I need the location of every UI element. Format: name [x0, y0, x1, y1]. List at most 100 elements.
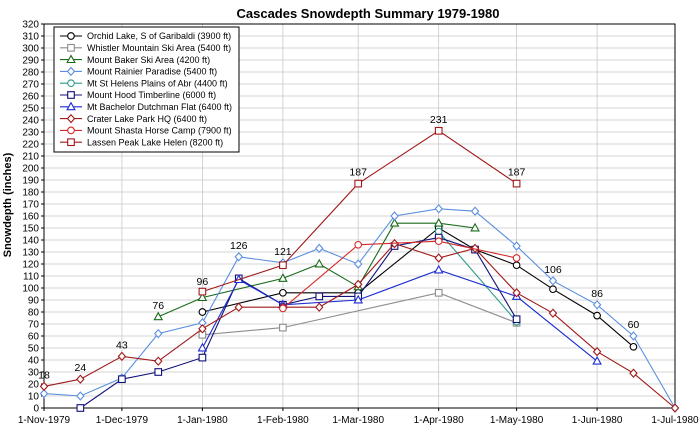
legend-swatch-marker [66, 66, 76, 77]
legend-swatch-marker [67, 91, 75, 99]
data-point [592, 300, 602, 310]
series-9 [279, 237, 521, 313]
data-point [433, 217, 444, 227]
data-point [512, 254, 521, 262]
x-tick-label: 1-Jun-1980 [572, 415, 623, 426]
data-point [434, 253, 443, 263]
y-tick-label: 0 [33, 404, 39, 415]
data-labels: 18 24 43 76 96 126 121 187 231 187 106 86 60 [38, 114, 639, 382]
series-line [43, 208, 676, 409]
series-line [43, 242, 676, 409]
legend-swatch-marker [67, 79, 75, 88]
data-point [548, 308, 558, 318]
data-label: 18 [38, 369, 50, 381]
legend-swatch-marker [66, 101, 76, 111]
series-4 [39, 204, 680, 413]
series-10 [198, 126, 521, 296]
y-tick-label: 200 [22, 164, 39, 175]
y-tick-label: 210 [22, 152, 39, 163]
data-point [390, 211, 399, 221]
data-point [76, 391, 85, 401]
data-point [315, 302, 324, 312]
data-point [76, 404, 85, 412]
legend-label: Mt Bachelor Dutchman Flat (6400 ft) [87, 102, 232, 112]
y-tick-label: 60 [28, 332, 40, 343]
legend-label: Mount Shasta Horse Camp (7900 ft) [87, 126, 232, 136]
data-point [197, 292, 208, 302]
data-point [39, 381, 49, 392]
data-point [470, 243, 480, 254]
y-tick-label: 160 [22, 212, 39, 223]
data-point [278, 273, 288, 282]
y-tick-label: 260 [22, 92, 39, 103]
series-line [438, 231, 518, 322]
y-axis-label: Snowdepth (inches) [2, 152, 14, 257]
y-tick-label: 180 [22, 188, 39, 199]
data-label: 126 [230, 240, 248, 252]
data-point [434, 126, 443, 135]
data-point [629, 368, 638, 378]
y-tick-label: 190 [22, 176, 39, 187]
legend-item: Lassen Peak Lake Helen (8200 ft) [60, 137, 223, 147]
data-point [154, 328, 163, 339]
data-point [314, 258, 325, 268]
chart-title: Cascades Snowdepth Summary 1979-1980 [236, 6, 499, 21]
y-tick-label: 320 [22, 20, 39, 31]
x-tick-label: 1-May-1980 [490, 415, 544, 426]
legend-swatch-marker [67, 138, 75, 147]
data-point [198, 324, 207, 334]
data-point [39, 388, 49, 399]
legend-swatch-marker [67, 32, 75, 40]
data-point [548, 276, 558, 286]
x-axis-ticks: 1-Nov-1979 1-Dec-1979 1-Jan-1980 1-Feb-1980… [18, 408, 699, 426]
data-label: 86 [591, 288, 603, 300]
legend-label: Mount Baker Ski Area (4200 ft) [87, 55, 210, 65]
y-tick-label: 120 [22, 260, 39, 271]
data-point [279, 304, 287, 313]
data-point [512, 241, 521, 251]
x-tick-label: 1-Jan-1980 [177, 415, 228, 426]
y-tick-label: 300 [22, 44, 39, 55]
y-tick-label: 130 [22, 248, 39, 259]
legend-item: Whistler Mountain Ski Area (5400 ft) [60, 43, 231, 53]
data-point [279, 261, 287, 270]
x-tick-label: 1-Mar-1980 [332, 415, 384, 426]
legend-item: Orchid Lake, S of Garibaldi (3900 ft) [60, 31, 231, 41]
data-point [593, 311, 601, 320]
y-axis-ticks: 0102030405060708090100110120130140150160… [22, 20, 44, 415]
y-tick-label: 70 [28, 320, 40, 331]
y-tick-label: 240 [22, 116, 39, 127]
data-point [154, 368, 163, 376]
data-point [670, 403, 680, 413]
data-point [315, 243, 324, 254]
data-label: 187 [349, 167, 367, 179]
legend-label: Mount Rainier Paradise (5400 ft) [87, 67, 217, 77]
data-point [197, 342, 208, 352]
plot-area [43, 23, 676, 409]
data-point [512, 315, 521, 324]
series-line [80, 237, 518, 409]
legend-label: Crater Lake Park HQ (6400 ft) [87, 114, 207, 124]
data-point [470, 222, 480, 232]
data-point [234, 252, 243, 262]
data-label: 121 [274, 246, 292, 258]
data-point [434, 204, 443, 214]
y-tick-label: 150 [22, 224, 39, 235]
legend-swatch-marker [66, 54, 76, 64]
data-point [118, 375, 126, 384]
legend-item: Mt Bachelor Dutchman Flat (6400 ft) [60, 101, 232, 112]
legend-swatch-marker [67, 126, 75, 135]
legend-label: Mount Hood Timberline (6000 ft) [87, 90, 216, 100]
x-tick-label: 1-Jul-1980 [651, 415, 699, 426]
data-point [434, 237, 443, 246]
data-point [549, 285, 557, 294]
y-tick-label: 230 [22, 128, 39, 139]
data-point [154, 356, 163, 366]
y-tick-label: 80 [28, 308, 40, 319]
y-tick-label: 100 [22, 284, 39, 295]
data-label: 96 [197, 276, 209, 288]
y-tick-label: 50 [28, 344, 40, 355]
y-tick-label: 40 [28, 356, 40, 367]
data-point [592, 355, 602, 365]
